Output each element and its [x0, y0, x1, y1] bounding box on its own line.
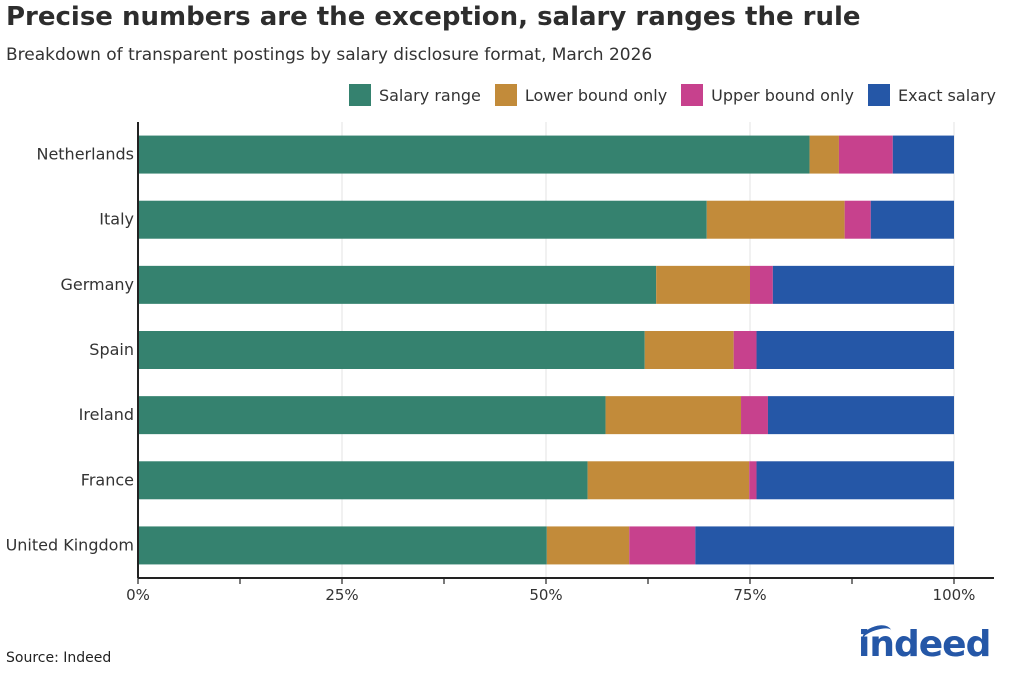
y-tick-label: Italy: [99, 210, 134, 229]
bar-lower-bound-only: [809, 135, 839, 174]
bar-exact-salary: [756, 461, 954, 500]
legend-item-lower-bound: Lower bound only: [494, 84, 668, 106]
indeed-logo-text: indeed: [858, 624, 991, 665]
bar-exact-salary: [870, 200, 954, 239]
source-note: Source: Indeed: [6, 650, 112, 666]
legend-label-salary-range: Salary range: [378, 85, 481, 105]
legend-swatch-salary-range: [348, 84, 371, 106]
indeed-logo: indeed: [858, 621, 991, 665]
x-tick-label: 100%: [933, 586, 976, 604]
legend-label-exact-salary: Exact salary: [898, 85, 996, 105]
y-tick-label: France: [81, 470, 134, 489]
chart-subtitle: Breakdown of transparent postings by sal…: [6, 45, 653, 65]
legend-label-lower-bound: Lower bound only: [524, 85, 668, 105]
bar-upper-bound-only: [741, 396, 768, 435]
x-tick-label: 75%: [733, 586, 766, 604]
y-tick-label: Germany: [60, 275, 134, 294]
bar-exact-salary: [892, 135, 954, 174]
bar-lower-bound-only: [706, 200, 845, 239]
legend-swatch-upper-bound: [681, 84, 704, 106]
bar-lower-bound-only: [656, 265, 750, 304]
legend-swatch-lower-bound: [494, 84, 517, 106]
y-tick-label: Netherlands: [36, 145, 134, 164]
legend-label-upper-bound: Upper bound only: [711, 85, 855, 105]
bar-salary-range: [138, 200, 707, 239]
bar-salary-range: [138, 461, 588, 500]
y-tick-label: Spain: [89, 340, 134, 359]
x-tick-label: 50%: [529, 586, 562, 604]
legend: Salary range Lower bound only Upper boun…: [348, 84, 996, 106]
bar-lower-bound-only: [605, 396, 742, 435]
x-tick-label: 25%: [325, 586, 358, 604]
bar-upper-bound-only: [838, 135, 893, 174]
bar-upper-bound-only: [844, 200, 871, 239]
bar-salary-range: [138, 265, 657, 304]
bar-exact-salary: [756, 331, 954, 369]
bar-salary-range: [138, 526, 547, 565]
bar-exact-salary: [772, 265, 954, 304]
bar-upper-bound-only: [629, 526, 696, 565]
bar-lower-bound-only: [644, 331, 734, 369]
legend-item-exact-salary: Exact salary: [868, 84, 996, 106]
chart-title: Precise numbers are the exception, salar…: [6, 2, 861, 32]
bar-upper-bound-only: [750, 265, 773, 304]
bar-upper-bound-only: [749, 461, 757, 500]
bar-lower-bound-only: [587, 461, 750, 500]
bar-salary-range: [138, 331, 645, 369]
legend-swatch-exact-salary: [868, 84, 891, 106]
legend-item-upper-bound: Upper bound only: [681, 84, 854, 106]
bar-lower-bound-only: [546, 526, 630, 565]
bar-salary-range: [138, 396, 606, 435]
y-tick-label: United Kingdom: [6, 535, 134, 554]
legend-item-salary-range: Salary range: [348, 84, 481, 106]
bar-salary-range: [138, 135, 810, 174]
bar-upper-bound-only: [733, 331, 757, 369]
y-tick-label: Ireland: [79, 405, 134, 424]
x-tick-label: 0%: [126, 586, 150, 604]
bar-exact-salary: [695, 526, 954, 565]
bar-exact-salary: [767, 396, 954, 435]
